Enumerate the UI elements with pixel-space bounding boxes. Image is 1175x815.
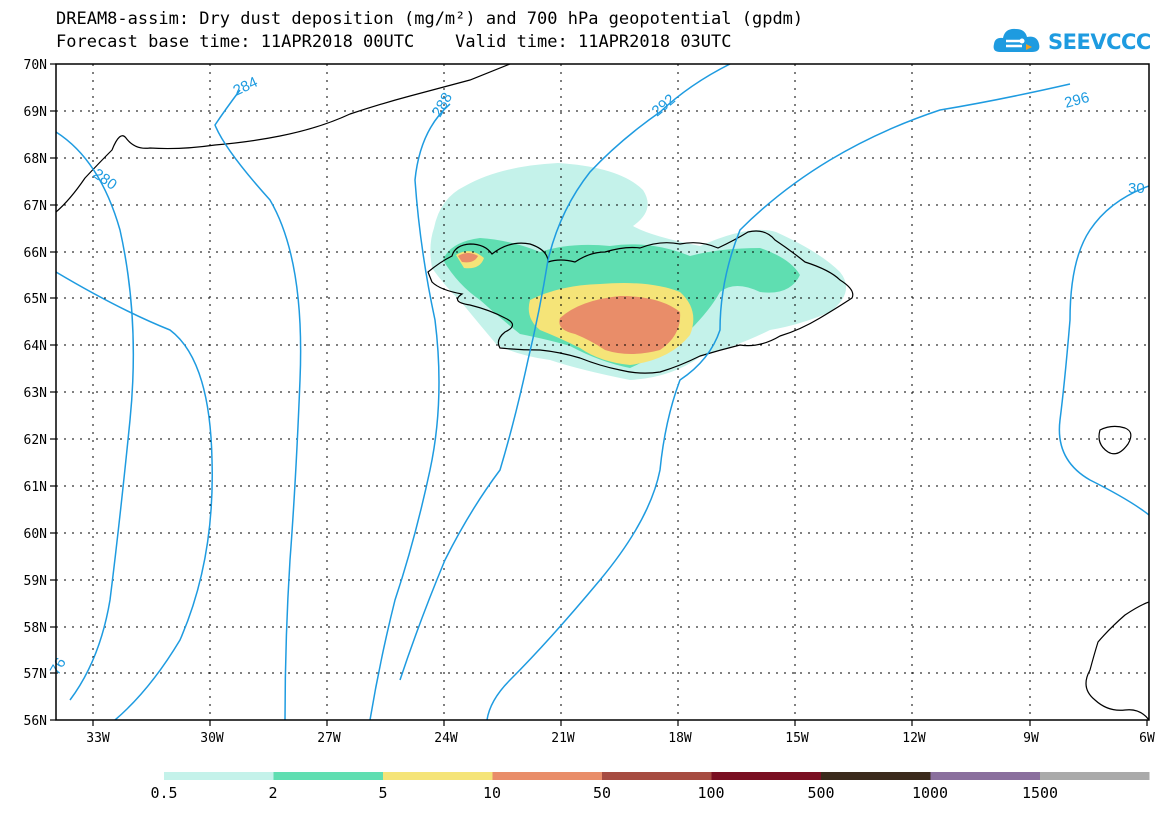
contour-280 [56,131,135,701]
lat-label: 70N [24,58,47,73]
colorbar-label: 100 [697,784,725,802]
contour-288 [369,103,451,720]
lon-label: 33W [86,731,110,746]
colorbar-label: 0.5 [150,784,178,802]
contour-284 [214,89,302,720]
colorbar-label: 1500 [1021,784,1059,802]
colorbar-segment [602,772,712,780]
colorbar-label: 500 [807,784,835,802]
colorbar-segment [1040,772,1150,780]
lat-label: 66N [24,246,47,261]
lat-label: 65N [24,292,47,307]
longitude-labels: 33W 30W 27W 24W 21W 18W 15W 12W 9W 6W [86,731,1155,746]
lon-label: 27W [317,731,341,746]
colorbar-segment [273,772,383,780]
colorbar-segment [711,772,821,780]
geopotential-contours [56,64,1149,720]
logo-text: SEEVCCC [1048,30,1151,54]
colorbar-segment [930,772,1040,780]
map-title-line1: DREAM8-assim: Dry dust deposition (mg/m²… [56,9,804,29]
lat-label: 60N [24,527,47,542]
lat-label: 57N [24,667,47,682]
lon-label: 21W [551,731,575,746]
cloud-icon [993,28,1040,52]
contour-label-284: 284 [231,74,261,100]
map-title-line2: Forecast base time: 11APR2018 00UTC Vali… [56,32,732,52]
lon-label: 18W [668,731,692,746]
colorbar-segment [821,772,931,780]
lon-label: 12W [902,731,926,746]
lat-label: 64N [24,339,47,354]
contour-label-30: 30 [1128,180,1145,197]
contour-labels: 284 288 292 296 280 30 76 [47,74,1145,678]
greenland-coast [56,64,511,213]
contour-label-288: 288 [429,90,456,120]
lat-label: 56N [24,714,47,729]
lat-label: 58N [24,621,47,636]
lat-label: 69N [24,105,47,120]
lat-label: 61N [24,480,47,495]
lon-label: 30W [200,731,224,746]
contour-276-left [56,271,213,720]
colorbar-label: 50 [592,784,612,802]
dust-deposition-field [430,163,847,380]
colorbar-label: 10 [482,784,502,802]
contour-label-296: 296 [1063,89,1092,112]
colorbar-label: 1000 [911,784,949,802]
colorbar-segment [164,772,274,780]
contour-292 [399,64,731,681]
lon-label: 24W [434,731,458,746]
lon-label: 15W [785,731,809,746]
lat-label: 68N [24,152,47,167]
scotland-coast [1085,601,1149,720]
contour-296-east [1058,185,1149,516]
lat-label: 62N [24,433,47,448]
lat-label: 59N [24,574,47,589]
lon-label: 9W [1023,731,1039,746]
lat-label: 67N [24,199,47,214]
colorbar-label: 5 [378,784,388,802]
colorbar-segment [492,772,602,780]
faroe-coast [1098,425,1132,455]
axis-ticks [50,63,1148,726]
lon-label: 6W [1139,731,1155,746]
seevccc-logo: SEEVCCC [992,22,1151,58]
colorbar [164,772,1150,780]
contour-label-76: 76 [47,655,70,678]
colorbar-label: 2 [268,784,278,802]
colorbar-segment [383,772,493,780]
lat-label: 63N [24,386,47,401]
dust-10-region [458,253,681,354]
contour-label-292: 292 [649,91,679,120]
latitude-labels: 70N 69N 68N 67N 66N 65N 64N 63N 62N 61N … [24,58,47,729]
gridlines [56,64,1149,720]
contour-292b [486,83,1071,720]
